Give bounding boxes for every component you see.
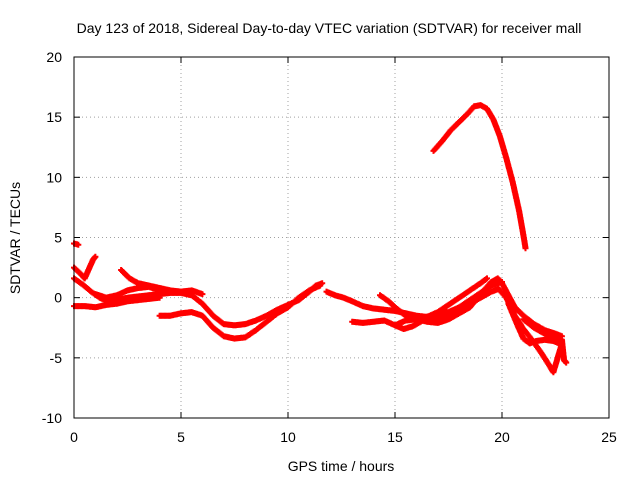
data-point [156, 294, 163, 301]
y-tick-label: -5 [50, 350, 63, 366]
y-tick-label: 20 [46, 49, 62, 65]
data-point [92, 253, 99, 260]
data-point [156, 287, 163, 294]
series-track-g [92, 283, 163, 301]
series-track-f [156, 282, 324, 342]
x-tick-label: 25 [601, 429, 617, 445]
series-track-l [494, 285, 565, 376]
x-axis-label: GPS time / hours [288, 458, 395, 474]
series-track-o [430, 102, 529, 252]
data-point [199, 291, 206, 298]
y-axis-label: SDTVAR / TECUs [7, 182, 23, 294]
x-tick-label: 5 [177, 429, 185, 445]
y-tick-label: 0 [54, 290, 62, 306]
series-track-d [71, 294, 163, 311]
x-tick-labels: 0 5 10 15 20 25 [70, 429, 617, 445]
axis-ticks [73, 56, 610, 419]
series-track-n [520, 316, 570, 366]
x-tick-label: 10 [280, 429, 296, 445]
data-point [563, 359, 570, 366]
series-track-a [71, 240, 82, 248]
y-tick-labels: -10 -5 0 5 10 15 20 [42, 49, 62, 426]
data-point [75, 241, 82, 248]
data-point [484, 275, 490, 282]
y-tick-label: 10 [46, 169, 62, 185]
y-tick-label: -10 [42, 410, 62, 426]
x-tick-label: 0 [70, 429, 78, 445]
y-tick-label: 15 [46, 109, 62, 125]
x-tick-label: 15 [387, 429, 403, 445]
data-point [317, 282, 324, 289]
data-point [522, 245, 529, 252]
grid-lines [74, 57, 609, 418]
x-tick-label: 20 [494, 429, 510, 445]
y-tick-label: 5 [54, 230, 62, 246]
chart-title: Day 123 of 2018, Sidereal Day-to-day VTE… [77, 20, 582, 36]
data-points [71, 102, 570, 376]
